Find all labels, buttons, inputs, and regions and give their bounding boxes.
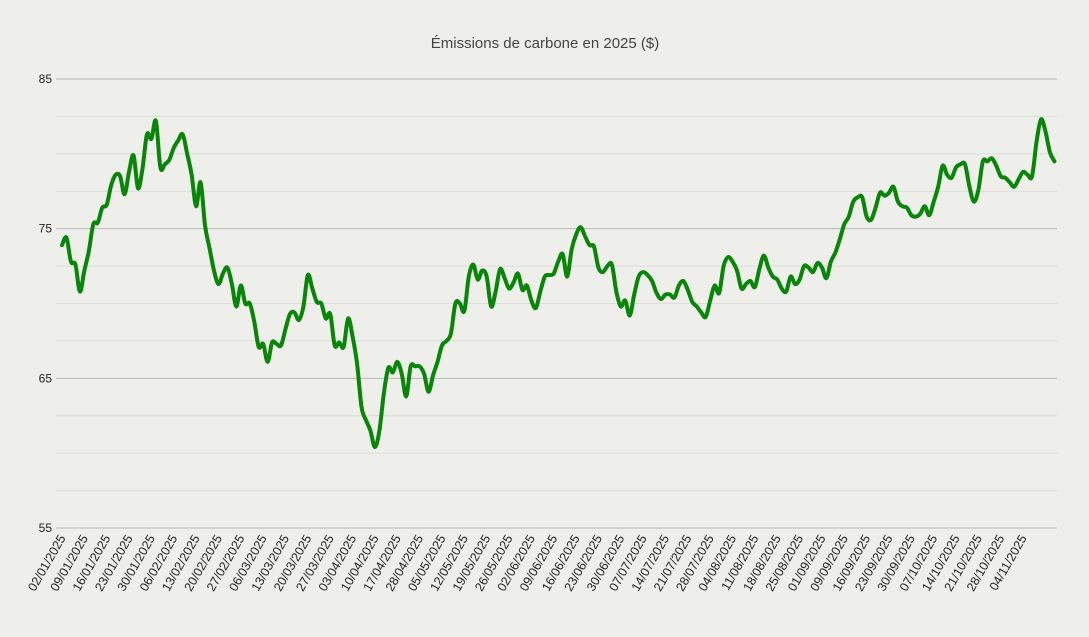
y-tick-label: 55	[39, 521, 53, 535]
y-tick-label: 65	[39, 371, 53, 385]
chart-title: Émissions de carbone en 2025 ($)	[431, 35, 659, 52]
x-axis: 02/01/202509/01/202516/01/202523/01/2025…	[25, 532, 1030, 593]
grid	[56, 78, 1057, 529]
y-tick-label: 75	[39, 222, 53, 236]
series-line	[60, 117, 1057, 450]
data-points	[62, 119, 1055, 447]
y-axis: 55 65 75 85	[39, 72, 53, 535]
y-tick-label: 85	[39, 72, 53, 86]
